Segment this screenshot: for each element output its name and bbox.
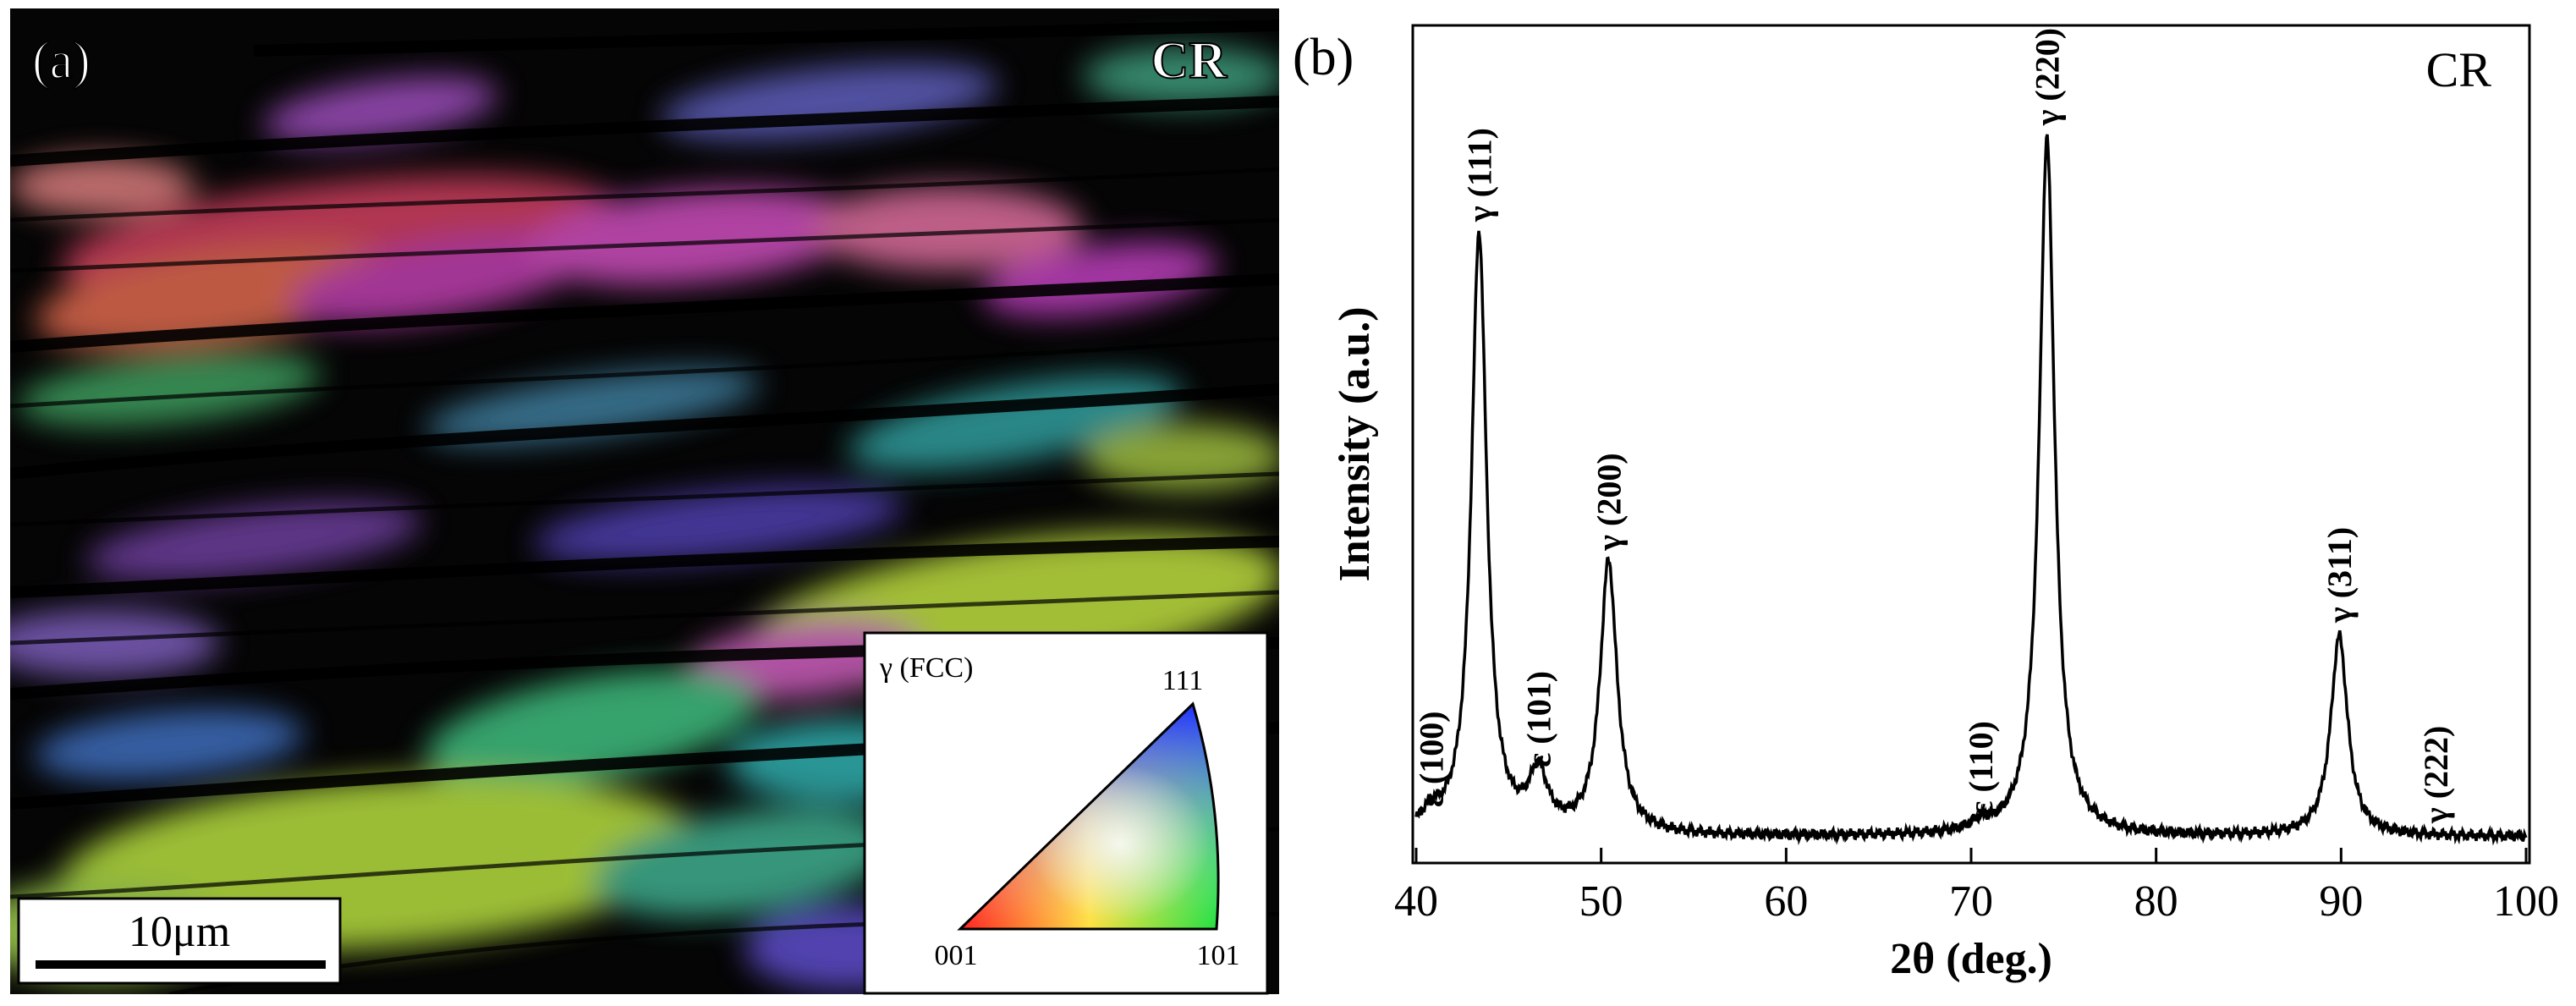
panel-b-xrd-chart: (b) CR Intensity (a.u.) 2θ (deg.) 40 50 60… (1293, 24, 2559, 983)
peak-label-4: ε (110) (1962, 721, 2000, 816)
y-axis-label: Intensity (a.u.) (1331, 306, 1379, 581)
panel-a-label: (a) (32, 32, 91, 90)
ipf-vertex-111: 111 (1162, 665, 1203, 696)
x-tick-label: 90 (2319, 877, 2363, 926)
ipf-phase-label: γ (FCC) (879, 652, 973, 684)
ipf-vertex-001: 001 (935, 940, 978, 971)
peak-label-2: ε (101) (1519, 671, 1557, 767)
x-tick-label: 60 (1764, 877, 1808, 926)
scale-bar: 10μm (17, 897, 342, 985)
panel-b-label: (b) (1293, 29, 1354, 86)
chart-title: CR (2426, 42, 2492, 97)
peak-labels: ε (100) γ (111) ε (101) γ (200) ε (110) γ (22… (1413, 28, 2455, 824)
x-tick-label: 80 (2134, 877, 2178, 926)
x-axis-ticks: 40 50 60 70 80 90 100 (1394, 848, 2559, 926)
x-tick-label: 40 (1394, 877, 1438, 926)
ipf-color-triangle (957, 701, 1220, 931)
panel-a-corner-label: CR (1151, 32, 1228, 90)
peak-label-3: γ (200) (1590, 453, 1628, 551)
x-axis-label: 2θ (deg.) (1890, 935, 2052, 983)
scale-bar-box (17, 897, 342, 985)
peak-label-0: ε (100) (1413, 711, 1451, 807)
ipf-legend: γ (FCC) 111 001 101 (863, 631, 1269, 995)
peak-label-7: γ (222) (2417, 726, 2455, 824)
x-tick-label: 100 (2493, 877, 2559, 926)
ipf-vertex-101: 101 (1197, 940, 1240, 971)
xrd-pattern-line (1414, 134, 2528, 846)
peak-label-6: γ (311) (2321, 527, 2359, 624)
peak-label-1: γ (111) (1460, 128, 1498, 223)
x-tick-label: 70 (1949, 877, 1993, 926)
panel-a-ebsd-map: (a) CR 10μm γ (FCC) 111 001 101 (10, 8, 1279, 995)
scale-bar-label: 10μm (129, 908, 230, 956)
x-tick-label: 50 (1579, 877, 1623, 926)
peak-label-5: γ (220) (2029, 28, 2067, 126)
